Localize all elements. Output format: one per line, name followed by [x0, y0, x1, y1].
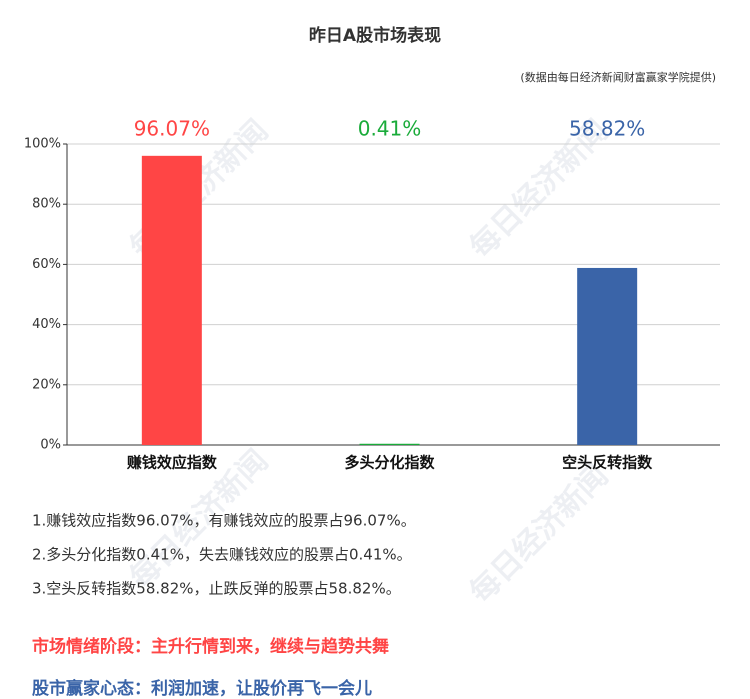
y-tick-label: 60%: [32, 257, 61, 272]
y-tick-label: 20%: [32, 377, 61, 392]
mindset: 股市赢家心态：利润加速，让股价再飞一会儿: [32, 678, 372, 699]
y-tick-label: 0%: [40, 438, 61, 453]
x-tick-label: 空头反转指数: [562, 454, 653, 472]
value-label: 0.41%: [358, 117, 422, 141]
bar: [141, 155, 202, 446]
note: 2.多头分化指数0.41%，失去赚钱效应的股票占0.41%。: [32, 546, 412, 564]
note: 1.赚钱效应指数96.07%，有赚钱效应的股票占96.07%。: [32, 512, 416, 530]
bar: [577, 267, 638, 445]
watermark: 每日经济新闻: [463, 458, 615, 610]
chart-title: 昨日A股市场表现: [309, 25, 441, 46]
bar: [359, 443, 420, 445]
note: 3.空头反转指数58.82%，止跌反弹的股票占58.82%。: [32, 580, 401, 598]
value-label: 96.07%: [134, 117, 210, 141]
stage: 市场情绪阶段：主升行情到来，继续与趋势共舞: [32, 636, 389, 657]
x-tick-label: 赚钱效应指数: [126, 454, 218, 472]
value-label: 58.82%: [569, 117, 645, 141]
chart-subtitle: (数据由每日经济新闻财富赢家学院提供): [520, 70, 716, 84]
x-tick-label: 多头分化指数: [344, 454, 435, 472]
y-tick-label: 80%: [32, 197, 61, 212]
y-tick-label: 100%: [24, 137, 61, 152]
y-tick-label: 40%: [32, 317, 61, 332]
